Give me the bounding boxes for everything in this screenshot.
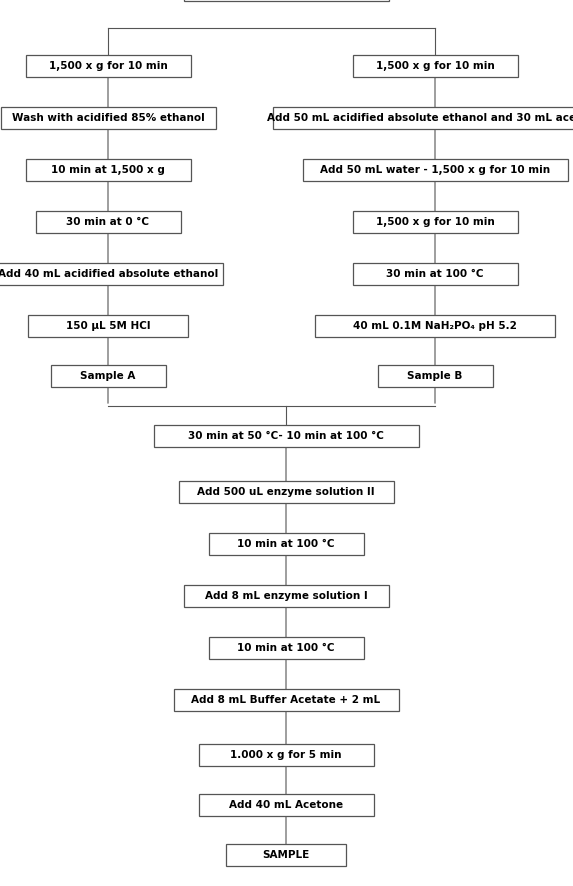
Text: Sample B: Sample B <box>407 371 462 381</box>
FancyBboxPatch shape <box>183 0 388 1</box>
FancyBboxPatch shape <box>198 794 374 816</box>
Text: Wash with acidified 85% ethanol: Wash with acidified 85% ethanol <box>11 113 205 123</box>
Text: Add 50 mL acidified absolute ethanol and 30 mL acetone: Add 50 mL acidified absolute ethanol and… <box>267 113 573 123</box>
Text: Add 8 mL Buffer Acetate + 2 mL: Add 8 mL Buffer Acetate + 2 mL <box>191 695 380 705</box>
FancyBboxPatch shape <box>352 211 517 233</box>
FancyBboxPatch shape <box>352 55 517 77</box>
FancyBboxPatch shape <box>352 263 517 285</box>
FancyBboxPatch shape <box>273 107 573 129</box>
Text: Add 40 mL Acetone: Add 40 mL Acetone <box>229 800 343 810</box>
Text: Add 50 mL water - 1,500 x g for 10 min: Add 50 mL water - 1,500 x g for 10 min <box>320 165 550 175</box>
Text: Sample A: Sample A <box>80 371 136 381</box>
Text: 10 min at 100 °C: 10 min at 100 °C <box>237 643 335 653</box>
Text: SAMPLE: SAMPLE <box>262 850 309 860</box>
Text: 150 μL 5M HCl: 150 μL 5M HCl <box>66 321 150 331</box>
FancyBboxPatch shape <box>209 533 363 555</box>
FancyBboxPatch shape <box>315 315 555 337</box>
FancyBboxPatch shape <box>26 159 190 181</box>
Text: Add 40 mL acidified absolute ethanol: Add 40 mL acidified absolute ethanol <box>0 269 218 279</box>
FancyBboxPatch shape <box>183 585 388 607</box>
FancyBboxPatch shape <box>179 481 394 503</box>
Text: 30 min at 0 °C: 30 min at 0 °C <box>66 217 150 227</box>
Text: Add 500 uL enzyme solution II: Add 500 uL enzyme solution II <box>197 487 375 497</box>
FancyBboxPatch shape <box>0 263 223 285</box>
FancyBboxPatch shape <box>26 55 190 77</box>
Text: 40 mL 0.1M NaH₂PO₄ pH 5.2: 40 mL 0.1M NaH₂PO₄ pH 5.2 <box>353 321 517 331</box>
Text: Add 8 mL enzyme solution I: Add 8 mL enzyme solution I <box>205 591 367 601</box>
Text: 10 min at 1,500 x g: 10 min at 1,500 x g <box>51 165 165 175</box>
Text: 1.000 x g for 5 min: 1.000 x g for 5 min <box>230 750 342 760</box>
FancyBboxPatch shape <box>154 425 418 447</box>
Text: 30 min at 100 °C: 30 min at 100 °C <box>386 269 484 279</box>
FancyBboxPatch shape <box>28 315 188 337</box>
FancyBboxPatch shape <box>226 844 346 866</box>
Text: 30 min at 50 °C- 10 min at 100 °C: 30 min at 50 °C- 10 min at 100 °C <box>188 431 384 441</box>
Text: 1,500 x g for 10 min: 1,500 x g for 10 min <box>376 217 494 227</box>
FancyBboxPatch shape <box>50 365 166 387</box>
FancyBboxPatch shape <box>198 744 374 766</box>
Text: 10 min at 100 °C: 10 min at 100 °C <box>237 539 335 549</box>
FancyBboxPatch shape <box>209 637 363 659</box>
FancyBboxPatch shape <box>303 159 567 181</box>
FancyBboxPatch shape <box>36 211 180 233</box>
FancyBboxPatch shape <box>378 365 493 387</box>
Text: 1,500 x g for 10 min: 1,500 x g for 10 min <box>49 61 167 71</box>
FancyBboxPatch shape <box>1 107 215 129</box>
FancyBboxPatch shape <box>174 689 398 711</box>
Text: 1,500 x g for 10 min: 1,500 x g for 10 min <box>376 61 494 71</box>
